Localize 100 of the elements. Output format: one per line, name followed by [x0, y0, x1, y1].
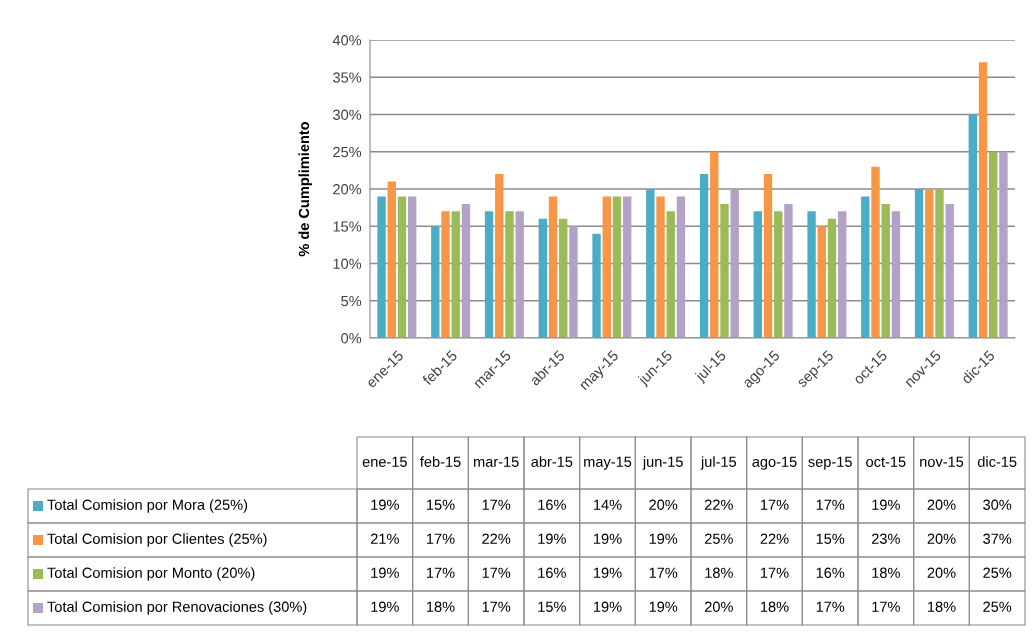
bar: [720, 203, 729, 338]
bar: [999, 151, 1008, 338]
y-tick-label: 20%: [333, 184, 362, 195]
data-label: 14%: [594, 499, 622, 510]
bar: [753, 211, 762, 338]
bar: [408, 196, 417, 338]
data-label: 37%: [983, 533, 1012, 544]
bar: [441, 211, 450, 338]
category-label: sep-15: [808, 456, 852, 470]
data-label: 17%: [761, 567, 789, 578]
data-label: 25%: [983, 567, 1012, 578]
bar: [431, 226, 440, 338]
data-label: 18%: [427, 601, 455, 612]
data-label: 22%: [482, 533, 511, 544]
y-tick-label: 30%: [333, 109, 362, 120]
data-label: 22%: [704, 499, 733, 510]
bar: [377, 196, 386, 338]
bar: [838, 211, 847, 338]
bar: [646, 189, 655, 338]
legend-label: Total Comision por Mora (25%): [47, 499, 248, 513]
bar: [784, 203, 793, 338]
bar: [861, 196, 870, 338]
bar: [623, 196, 632, 338]
bar: [656, 196, 665, 338]
category-label: ago-15: [752, 456, 797, 470]
data-label: 21%: [370, 533, 399, 544]
bar: [612, 196, 622, 338]
category-label: feb-15: [420, 456, 461, 467]
legend-label: Total Comision por Renovaciones (30%): [47, 601, 307, 615]
data-label: 25%: [704, 533, 733, 544]
bar: [817, 226, 826, 338]
data-label: 20%: [927, 533, 956, 544]
bar: [774, 211, 783, 338]
data-label: 17%: [761, 499, 789, 510]
category-label: dic-15: [977, 456, 1017, 467]
legend-label: Total Comision por Clientes (25%): [47, 533, 267, 547]
data-label: 16%: [816, 567, 845, 578]
data-label: 17%: [427, 533, 455, 544]
bar: [945, 203, 954, 338]
data-label: 20%: [704, 601, 733, 612]
bar: [676, 196, 686, 338]
bar: [914, 189, 924, 338]
y-tick-label: 25%: [333, 146, 362, 158]
bar: [989, 151, 998, 338]
bar: [387, 181, 396, 338]
bar: [881, 203, 890, 338]
data-label: 19%: [371, 567, 399, 578]
data-label: 15%: [538, 601, 566, 612]
bar: [666, 211, 675, 338]
bar: [730, 189, 739, 338]
y-tick-label: 10%: [333, 258, 362, 269]
data-label: 16%: [538, 567, 566, 578]
bar: [515, 211, 524, 338]
y-tick-label: 0%: [341, 333, 362, 344]
y-tick-label: 15%: [333, 221, 362, 232]
bar: [827, 218, 837, 338]
bar: [763, 174, 773, 338]
bar: [699, 174, 709, 338]
bar: [461, 203, 471, 338]
y-tick-label: 5%: [341, 295, 362, 307]
data-label: 19%: [594, 567, 622, 578]
category-label: mar-15: [474, 456, 519, 467]
data-label: 19%: [594, 601, 622, 612]
bar: [548, 196, 558, 338]
data-label: 20%: [649, 499, 678, 510]
category-label: oct-15: [866, 456, 906, 467]
data-label: 18%: [872, 567, 900, 578]
data-label: 20%: [927, 567, 956, 578]
category-label: jul-15: [700, 456, 737, 470]
bar: [978, 62, 988, 338]
data-label: 17%: [816, 601, 845, 612]
bar: [495, 174, 504, 338]
data-label: 18%: [761, 601, 789, 612]
data-label: 19%: [538, 533, 566, 544]
data-label: 17%: [427, 567, 455, 578]
bar: [935, 189, 944, 338]
data-label: 19%: [649, 533, 678, 544]
bar: [968, 114, 977, 338]
data-label: 16%: [538, 499, 566, 510]
data-label: 19%: [872, 499, 900, 510]
bar: [592, 233, 601, 338]
category-label: ene-15: [362, 456, 407, 467]
bar: [559, 218, 568, 338]
bar: [569, 226, 578, 338]
data-label: 25%: [983, 601, 1012, 612]
data-label: 19%: [594, 533, 622, 544]
data-label: 17%: [872, 601, 900, 612]
bar: [871, 166, 880, 338]
data-label: 19%: [371, 601, 399, 612]
category-label: may-15: [584, 456, 632, 470]
bar: [451, 211, 460, 338]
data-label: 19%: [649, 601, 678, 612]
bar: [891, 211, 901, 338]
bar: [807, 211, 816, 338]
y-axis-title: % de Cumplimiento: [298, 121, 312, 257]
data-label: 20%: [927, 499, 956, 510]
data-label: 17%: [482, 499, 511, 510]
data-label: 18%: [705, 567, 733, 578]
data-label: 17%: [482, 567, 511, 578]
category-label: abr-15: [531, 456, 573, 467]
